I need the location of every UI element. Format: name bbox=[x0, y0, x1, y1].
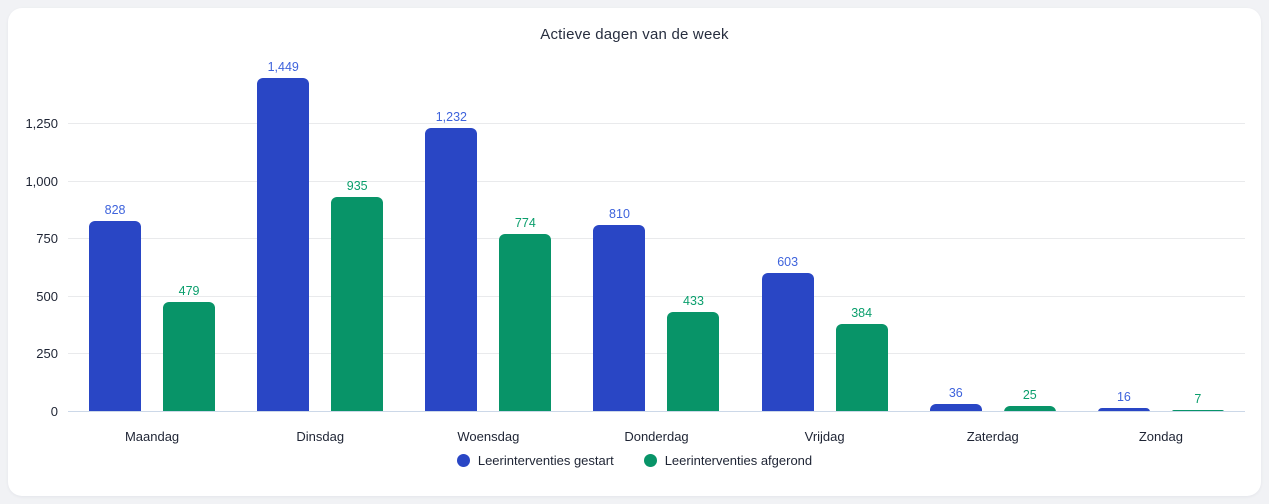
gridline bbox=[68, 238, 1245, 240]
x-axis-tick-label-donderdag: Donderdag bbox=[624, 429, 689, 444]
bar-afgerond-zaterdag: 25 bbox=[1003, 388, 1056, 412]
bar-value-label: 25 bbox=[1022, 388, 1037, 403]
bar-group-woensdag: 1,232 774 bbox=[404, 52, 572, 412]
bar-value-label: 774 bbox=[514, 215, 536, 230]
y-axis-tick-label: 250 bbox=[36, 346, 58, 362]
y-axis-tick-label: 500 bbox=[36, 288, 58, 304]
bar-afgerond-woensdag: 774 bbox=[499, 216, 552, 412]
bar-groups: 828 479 1,449 935 1,232 774 810 433 603 384 36 25 16… bbox=[68, 52, 1245, 412]
bar-group-vrijdag: 603 384 bbox=[741, 52, 909, 412]
bar-gestart-donderdag: 810 bbox=[593, 207, 646, 412]
x-axis-tick-label-maandag: Maandag bbox=[124, 429, 180, 444]
bar-afgerond-donderdag: 433 bbox=[667, 294, 720, 412]
bar-value-label: 7 bbox=[1194, 392, 1202, 407]
bar-gestart-zaterdag: 36 bbox=[929, 386, 982, 412]
bar-value-label: 1,449 bbox=[267, 60, 299, 75]
legend-dot-icon bbox=[456, 454, 470, 467]
legend-item-gestart[interactable]: Leerinterventies gestart bbox=[456, 453, 614, 468]
y-axis-tick-label: 750 bbox=[36, 231, 58, 247]
x-axis-tick-label-zondag: Zondag bbox=[1138, 429, 1183, 444]
y-axis-tick-label: 0 bbox=[50, 404, 58, 419]
legend-item-afgerond[interactable]: Leerinterventies afgerond bbox=[643, 453, 813, 468]
bar-gestart-zondag: 16 bbox=[1097, 390, 1150, 412]
bar-group-zondag: 16 7 bbox=[1077, 52, 1245, 412]
gridline bbox=[68, 295, 1245, 297]
x-axis-tick-label-woensdag: Woensdag bbox=[457, 429, 520, 444]
bar-afgerond-maandag: 479 bbox=[163, 284, 216, 412]
legend-label: Leerinterventies gestart bbox=[477, 453, 614, 468]
x-axis-line bbox=[68, 411, 1245, 412]
legend-dot-icon bbox=[643, 454, 657, 467]
bar-value-label: 479 bbox=[178, 283, 200, 298]
bar-value-label: 828 bbox=[104, 203, 126, 218]
bar-value-label: 935 bbox=[346, 178, 368, 193]
bar-afgerond-vrijdag: 384 bbox=[835, 306, 888, 412]
bar-gestart-vrijdag: 603 bbox=[761, 255, 814, 412]
legend-label: Leerinterventies afgerond bbox=[664, 453, 813, 468]
y-axis-tick-label: 1,250 bbox=[25, 116, 58, 131]
bar-value-label: 384 bbox=[851, 305, 873, 320]
bar-value-label: 1,232 bbox=[435, 110, 467, 125]
bar-value-label: 810 bbox=[609, 207, 630, 222]
bar-gestart-woensdag: 1,232 bbox=[425, 110, 478, 412]
bar-value-label: 603 bbox=[777, 255, 799, 270]
bar-gestart-maandag: 828 bbox=[89, 203, 142, 412]
bar-value-label: 433 bbox=[683, 294, 704, 309]
bar-group-zaterdag: 36 25 bbox=[909, 52, 1077, 412]
chart-card: Actieve dagen van de week 0 250 500 750 1,00… bbox=[8, 8, 1261, 496]
chart-title: Actieve dagen van de week bbox=[540, 26, 729, 43]
bar-value-label: 16 bbox=[1116, 390, 1131, 405]
bar-afgerond-dinsdag: 935 bbox=[331, 179, 384, 412]
bar-group-maandag: 828 479 bbox=[68, 52, 236, 412]
bar-group-dinsdag: 1,449 935 bbox=[236, 52, 404, 412]
gridline bbox=[68, 180, 1245, 182]
bar-chart: 0 250 500 750 1,000 1,250 828 479 1,449 935 1,232 7… bbox=[16, 52, 1253, 444]
bar-value-label: 36 bbox=[948, 385, 963, 400]
y-axis-tick-label: 1,000 bbox=[25, 173, 58, 189]
x-axis-tick-label-dinsdag: Dinsdag bbox=[296, 429, 345, 444]
plot-area: 0 250 500 750 1,000 1,250 828 479 1,449 935 1,232 7… bbox=[25, 52, 1245, 419]
x-axis-tick-label-zaterdag: Zaterdag bbox=[966, 429, 1019, 444]
bar-group-donderdag: 810 433 bbox=[572, 52, 740, 412]
x-axis-labels: Maandag Dinsdag Woensdag Donderdag Vrijdag Za… bbox=[68, 420, 1245, 444]
chart-legend: Leerinterventies gestart Leerinterventies… bbox=[8, 453, 1261, 468]
gridline bbox=[68, 353, 1245, 355]
gridline bbox=[68, 123, 1245, 124]
bar-gestart-dinsdag: 1,449 bbox=[257, 60, 310, 412]
x-axis-tick-label-vrijdag: Vrijdag bbox=[804, 429, 845, 444]
